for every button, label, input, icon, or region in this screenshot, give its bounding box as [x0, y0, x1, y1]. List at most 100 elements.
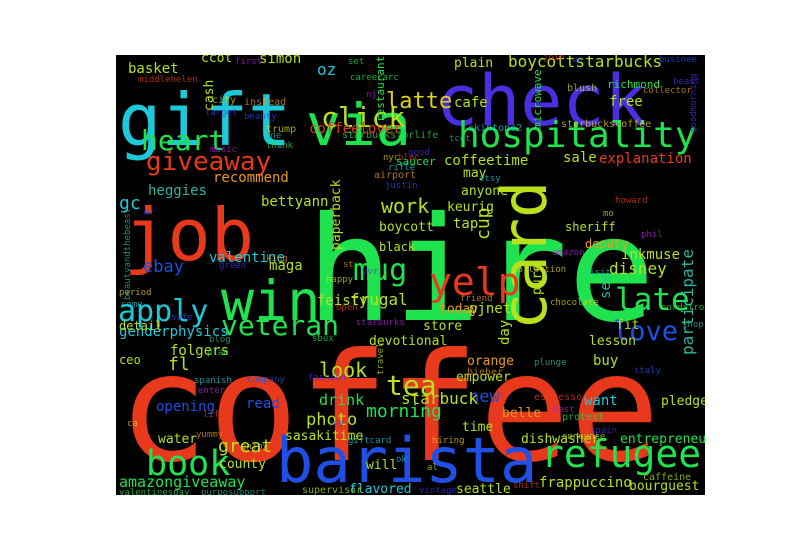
cloud-word-mr: mr [144, 208, 155, 218]
cloud-word-al: al [427, 463, 438, 473]
cloud-word-refugee: refugee [541, 432, 701, 476]
cloud-word-italy: italy [634, 366, 662, 376]
cloud-word-mug: mug [353, 253, 407, 288]
cloud-word-blog: blog [209, 335, 231, 345]
cloud-word-cash: cash [202, 80, 217, 111]
cloud-word-collection: collection [512, 265, 566, 275]
cloud-word-gc: gc [119, 193, 141, 214]
cloud-word-starburks: starburks [356, 318, 405, 328]
cloud-word-detail: detail [119, 319, 162, 333]
cloud-word-veteran: veteran [221, 309, 339, 342]
cloud-word-saucer: saucer [396, 155, 436, 168]
cloud-word-joy: joy [328, 418, 345, 428]
cloud-word-shift: shift [513, 481, 540, 491]
cloud-word-feisty: feisty [317, 293, 368, 309]
cloud-word-target: target [205, 108, 238, 118]
cloud-word-sale: sale [563, 150, 597, 166]
cloud-word-careerarc: careerarc [350, 73, 399, 83]
cloud-word-ceo: ceo [119, 353, 141, 367]
cloud-word-dishwasher: dishwasher [521, 432, 599, 447]
cloud-word-come: come [121, 300, 143, 310]
cloud-word-pledge: pledge [661, 394, 705, 409]
cloud-word-nyc: nyc [383, 153, 399, 163]
cloud-word-nj: nj [366, 90, 377, 100]
cloud-word-blush: blush [567, 83, 597, 94]
cloud-word-card: card [488, 181, 561, 330]
cloud-word-enter: enter [198, 386, 226, 396]
cloud-word-valentinesday: valentinesday [119, 488, 190, 495]
cloud-word-starbuck: starbuck [401, 389, 478, 408]
cloud-word-etsy: etsy [479, 174, 501, 184]
cloud-word-music: music [210, 145, 237, 155]
cloud-word-basket: basket [128, 61, 179, 77]
cloud-word-enjoy: enjoy [241, 442, 269, 452]
cloud-word-water: water [158, 432, 197, 447]
cloud-word-day: day [497, 320, 513, 345]
cloud-word-join: join [543, 55, 565, 63]
cloud-word-bourguest: bourguest [629, 479, 699, 494]
cloud-word-today: today [439, 302, 478, 317]
cloud-word-richmond: richmond [607, 78, 660, 91]
cloud-word-county: county [219, 457, 266, 472]
cloud-word-latte: latte [386, 89, 452, 114]
cloud-word-boycottstarbucks: boycottstarbucks [508, 55, 662, 71]
cloud-word-maga: maga [269, 258, 303, 274]
cloud-word-buy: buy [593, 353, 618, 369]
cloud-word-belle: belle [502, 406, 541, 421]
cloud-word-starbucksforlife: starbucksforlife [342, 130, 438, 141]
cloud-word-coffeetime: coffeetime [444, 153, 528, 169]
cloud-word-frugal: frugal [350, 290, 408, 309]
cloud-word-purposupport: purposupport [201, 488, 266, 495]
cloud-word-rifle: rifle [388, 163, 415, 173]
cloud-word-inkmuse: inkmuse [621, 247, 680, 263]
cloud-word-green: green [219, 261, 246, 271]
cloud-word-friend: friend [460, 294, 493, 304]
cloud-word-hiring: hiring [432, 436, 465, 446]
cloud-word-frappuccino: frappuccino [539, 475, 632, 491]
cloud-word-want: want [584, 393, 618, 409]
cloud-word-spanish: spanish [194, 376, 232, 386]
cloud-word-one: one [265, 131, 281, 141]
cloud-word-book: book [146, 444, 230, 484]
cloud-word-period: period [119, 288, 152, 298]
cloud-word-free: free [609, 94, 643, 110]
cloud-word-bieber: bieber [467, 367, 503, 378]
cloud-word-ccot: ccot [201, 55, 232, 66]
cloud-word-opening: opening [156, 399, 215, 415]
cloud-word-recommend: recommend [213, 170, 289, 186]
cloud-word-spain: spain [590, 426, 617, 436]
cloud-word-seattle: seattle [456, 482, 511, 495]
cloud-word-coffeelover: coffeelover [309, 121, 402, 137]
cloud-word-simon: simon [259, 55, 301, 67]
cloud-word-safe: safe [171, 313, 193, 323]
cloud-word-nordstrom: nordstrom [661, 303, 705, 313]
cloud-word-look: look [319, 358, 367, 382]
cloud-word-trump: trump [266, 124, 296, 135]
cloud-word-beauty: beauty [244, 112, 277, 122]
cloud-word-disney: disney [609, 259, 667, 278]
cloud-word-microwave: microwave [531, 69, 544, 129]
cloud-word-read: read [246, 396, 280, 412]
cloud-word-vintage: vintage [419, 486, 457, 495]
cloud-word-cup: cup [473, 207, 494, 240]
cloud-word-yelp: yelp [429, 260, 521, 304]
cloud-word-mo: mo [603, 209, 614, 219]
cloud-word-ebay: ebay [143, 257, 184, 277]
cloud-word-fl: fl [168, 354, 190, 375]
cloud-word-howard: howard [615, 196, 648, 206]
cloud-word-pure: pure [530, 264, 545, 295]
cloud-word-folgers: folgers [170, 343, 229, 359]
cloud-word-life: life [203, 410, 225, 420]
cloud-word-flavored: flavored [349, 482, 412, 495]
cloud-word-city: city [212, 95, 236, 106]
cloud-word-restaurantlife: restaurantlife [374, 55, 387, 122]
cloud-word-businee: businee [659, 55, 697, 65]
cloud-word-protest: protest [562, 412, 604, 423]
cloud-word-announce: announce [562, 432, 605, 442]
cloud-word-cafe: cafe [454, 95, 488, 111]
cloud-word-chocolate: chocolate [550, 298, 599, 308]
cloud-word-un: un [572, 55, 583, 65]
cloud-word-phil: phil [641, 230, 663, 240]
cloud-word-giveaway: giveaway [146, 147, 271, 177]
